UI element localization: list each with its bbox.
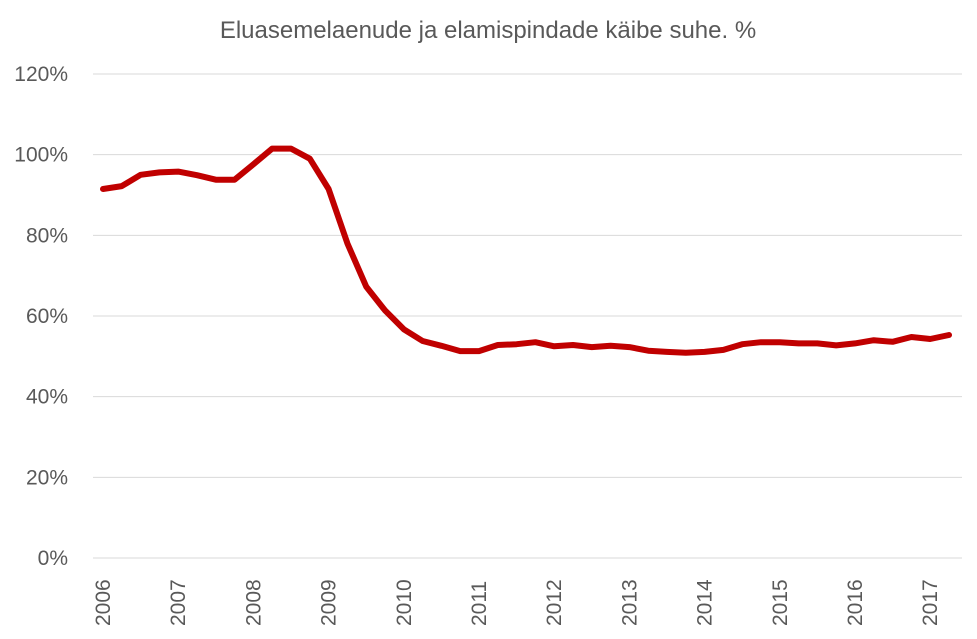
x-tick-label: 2013 bbox=[618, 579, 641, 626]
chart-title: Eluasemelaenude ja elamispindade käibe s… bbox=[220, 17, 756, 44]
y-tick-label: 40% bbox=[26, 386, 68, 409]
x-tick-label: 2014 bbox=[694, 579, 717, 626]
x-tick-label: 2012 bbox=[543, 579, 566, 626]
series-line bbox=[100, 145, 952, 356]
x-axis-tick-labels: 2006 2007 2008 2009 2010 2011 2012 2013 2014 2015… bbox=[92, 579, 942, 626]
gridlines bbox=[93, 73, 962, 559]
y-tick-label: 20% bbox=[26, 466, 68, 489]
y-tick-label: 80% bbox=[26, 224, 68, 247]
x-tick-label: 2008 bbox=[242, 579, 265, 626]
x-tick-label: 2007 bbox=[167, 579, 190, 626]
x-tick-label: 2017 bbox=[919, 579, 942, 626]
y-tick-label: 120% bbox=[14, 63, 68, 86]
x-tick-label: 2009 bbox=[318, 579, 341, 626]
x-tick-label: 2015 bbox=[769, 579, 792, 626]
x-tick-label: 2006 bbox=[92, 579, 115, 626]
y-tick-label: 60% bbox=[26, 305, 68, 328]
y-axis-tick-labels: 0% 20% 40% 60% 80% 100% 120% bbox=[14, 63, 68, 570]
x-tick-label: 2010 bbox=[393, 579, 416, 626]
series-layer bbox=[100, 145, 952, 356]
y-tick-label: 0% bbox=[38, 547, 68, 570]
y-tick-label: 100% bbox=[14, 144, 68, 167]
x-tick-label: 2011 bbox=[468, 581, 491, 626]
x-tick-label: 2016 bbox=[844, 579, 867, 626]
